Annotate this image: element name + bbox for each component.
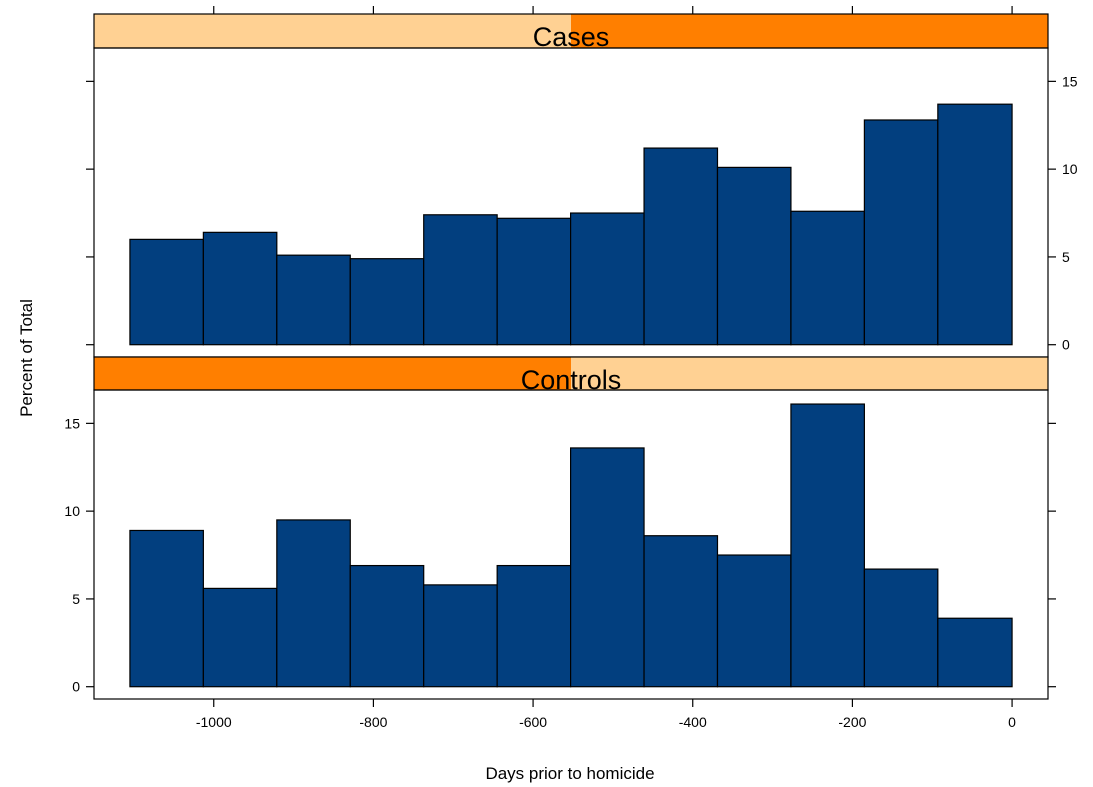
histogram-bar (276, 254, 351, 346)
histogram-bar (276, 519, 351, 688)
y-tick-label: 10 (64, 503, 80, 519)
histogram-bar (202, 587, 278, 688)
x-tick-label: -600 (519, 714, 547, 730)
histogram-bar (790, 210, 865, 346)
y-tick-label: 5 (1062, 249, 1070, 265)
histogram-bar (129, 238, 204, 346)
panel-cases: Cases (93, 13, 1049, 358)
histogram-bar (202, 231, 278, 346)
histogram-bar (790, 403, 865, 688)
y-tick-label: 15 (64, 415, 80, 431)
histogram-bar (863, 119, 939, 346)
histogram-bar (423, 584, 498, 688)
histogram-bar (716, 554, 792, 688)
y-tick-label: 5 (72, 591, 80, 607)
strip-label-cases: Cases (533, 22, 610, 52)
x-axis-title: Days prior to homicide (485, 764, 654, 783)
panel-frame (93, 389, 1049, 700)
histogram-bar (496, 564, 572, 688)
histogram-bar (643, 535, 719, 688)
panels-group: Cases Controls (93, 13, 1049, 700)
histogram-bar (349, 258, 425, 346)
histogram-bar (643, 147, 719, 346)
histogram-bar (716, 166, 792, 346)
histogram-bar (863, 568, 939, 688)
histogram-bar (570, 212, 645, 346)
axes-group: 0 5 10 15 0 5 10 15 -1000 -800 -600 -400 -200 0 (64, 6, 1078, 730)
strip-indicator (571, 14, 1048, 48)
histogram-bar (349, 564, 425, 688)
histogram-bar (570, 447, 645, 688)
histogram-bar (937, 617, 1013, 688)
y-tick-label: 0 (1062, 337, 1070, 353)
x-tick-label: -1000 (196, 714, 232, 730)
histogram-bar (937, 103, 1013, 346)
y-axis-title: Percent of Total (17, 299, 36, 417)
x-tick-label: -800 (359, 714, 387, 730)
histogram-bar (129, 529, 204, 688)
histogram-bar (496, 217, 572, 346)
y-tick-label: 0 (72, 679, 80, 695)
strip-indicator (94, 357, 571, 390)
histogram-bar (423, 214, 498, 346)
y-tick-label: 15 (1062, 73, 1078, 89)
x-tick-label: -400 (679, 714, 707, 730)
y-tick-label: 10 (1062, 161, 1078, 177)
x-tick-label: -200 (838, 714, 866, 730)
panel-controls: Controls (93, 356, 1049, 700)
x-tick-label: 0 (1008, 714, 1016, 730)
